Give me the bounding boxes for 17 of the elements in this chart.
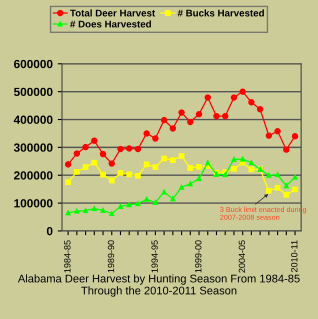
x-tick-label: 2010-11	[291, 240, 298, 272]
x-tick-label: 2004-05	[238, 240, 246, 273]
legend-label: Total Deer Harvest	[70, 9, 156, 17]
x-tick-label: 1999-00	[195, 240, 202, 272]
y-tick-label: 0	[46, 226, 52, 236]
legend-label: # Bucks Harvested	[178, 9, 264, 17]
text: Alabama Deer Harvest by Hunting Season From 1984-85 Through the 2010-2011 Season	[18, 274, 300, 297]
legend-label: # Does Harvested	[70, 20, 151, 28]
x-tick-label: 1994-95	[151, 240, 158, 272]
y-tick-label: 300000	[14, 143, 52, 152]
y-tick-label: 200000	[14, 171, 52, 180]
y-tick-label: 100000	[14, 199, 52, 208]
x-tick-label: 1989-90	[108, 240, 114, 272]
y-tick-label: 600000	[14, 60, 52, 68]
y-tick-label: 500000	[14, 88, 52, 96]
y-tick-label: 400000	[14, 116, 52, 124]
x-tick-label: 1984-85	[64, 240, 71, 272]
